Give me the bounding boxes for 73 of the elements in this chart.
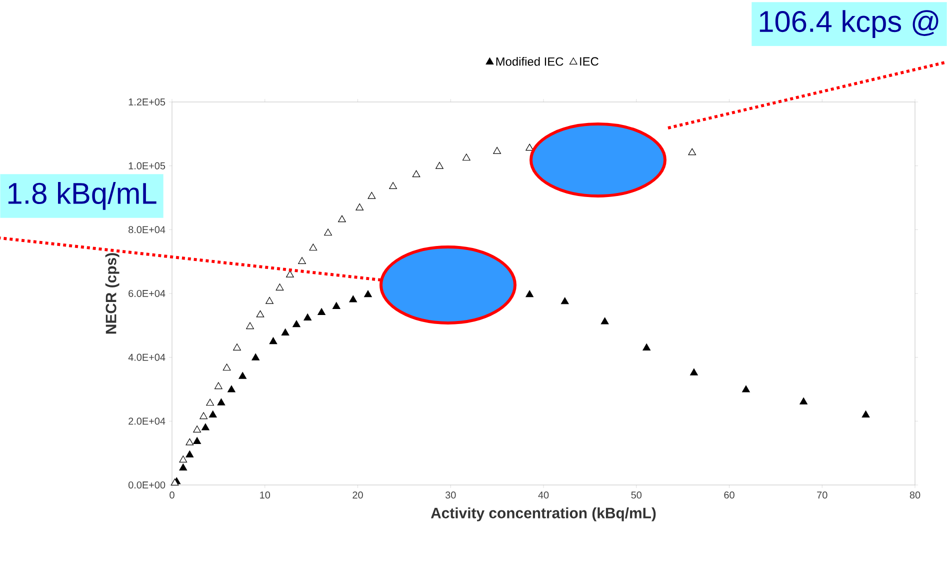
point [332,302,340,309]
x-axis-title: Activity concentration (kBq/mL) [430,507,656,522]
point [186,438,194,446]
point [193,437,202,444]
point [309,244,318,251]
point [600,317,609,324]
point [364,290,372,298]
point [269,337,278,344]
point [642,344,651,350]
y-tick-label: 2.0E+04 [128,418,166,425]
point [276,284,284,290]
x-tick-label: 30 [445,491,456,499]
point [462,154,470,161]
point [436,162,444,169]
point [252,353,260,360]
point [493,146,501,154]
point [318,308,326,316]
point [233,344,241,350]
point [286,270,294,278]
point [412,170,420,178]
point [338,215,346,222]
y-tick-label: 8.0E+04 [128,226,166,234]
point [214,382,222,390]
point [800,398,808,404]
legend-label: IEC [580,57,598,66]
x-tick-label: 70 [817,491,828,499]
legend-label: Modified IEC [496,57,564,66]
point [304,314,312,320]
point [526,290,534,298]
x-tick-label: 20 [352,491,363,499]
point [193,426,202,432]
point [862,410,870,418]
y-tick-label: 1.2E+05 [128,98,166,106]
point [238,372,247,379]
point [217,398,226,406]
point [200,412,208,420]
y-tick-label: 1.0E+05 [128,162,166,170]
point [368,192,376,199]
point [349,295,358,302]
point [256,310,264,318]
x-tick-label: 60 [724,491,734,499]
point [292,320,300,328]
point [202,423,210,430]
point [208,410,217,418]
point [690,368,698,376]
point [206,398,214,406]
point [560,297,569,304]
text: 1.8 kBq/mL [8,182,156,210]
point [266,296,274,304]
x-tick-label: 50 [631,491,642,499]
point [222,364,231,371]
y-tick-label: 6.0E+04 [128,290,166,298]
point [281,328,290,336]
x-tick-label: 40 [538,491,549,499]
y-axis-title: NECR (cps) [105,253,120,334]
point [228,385,236,392]
y-tick-label: 4.0E+04 [128,354,166,361]
point [688,148,696,156]
x-tick-label: 80 [910,491,920,499]
y-tick-label: 0.0E+00 [128,481,166,489]
point [356,203,364,210]
point [186,450,194,458]
x-tick-label: 10 [260,491,270,499]
point [179,456,188,462]
point [389,182,397,189]
text: 106.4 kcps @ [760,10,938,38]
point [179,464,188,470]
point [298,257,306,264]
point [324,228,332,236]
x-tick-label: 0 [170,491,174,499]
point [526,144,534,151]
point [742,385,750,392]
point [246,322,254,330]
